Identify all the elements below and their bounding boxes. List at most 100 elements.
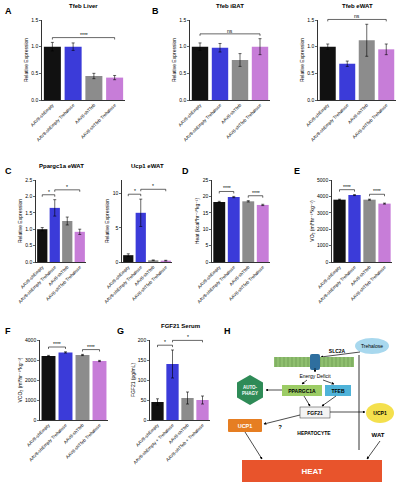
svg-text:AAV8-shTfeb Trehalose: AAV8-shTfeb Trehalose xyxy=(131,264,168,301)
svg-text:0.0: 0.0 xyxy=(31,97,38,103)
svg-text:0.0: 0.0 xyxy=(25,259,32,265)
svg-text:0: 0 xyxy=(33,417,36,423)
svg-text:Relative Expression: Relative Expression xyxy=(171,38,177,82)
svg-text:5000: 5000 xyxy=(317,177,328,183)
svg-text:10: 10 xyxy=(113,190,119,196)
svg-text:D: D xyxy=(182,166,189,176)
svg-text:1.5: 1.5 xyxy=(31,17,38,23)
svg-text:15: 15 xyxy=(203,210,209,216)
svg-text:3000: 3000 xyxy=(317,210,328,216)
svg-text:AAV8-shTfeb: AAV8-shTfeb xyxy=(347,102,370,125)
svg-text:0.5: 0.5 xyxy=(307,70,314,76)
svg-text:AAV8-shTfeb Trehalose: AAV8-shTfeb Trehalose xyxy=(80,102,117,139)
svg-text:0.0: 0.0 xyxy=(179,97,186,103)
svg-text:AAV8-shTfeb: AAV8-shTfeb xyxy=(168,422,191,445)
svg-text:FGF21 Serum: FGF21 Serum xyxy=(161,323,200,329)
svg-text:0.0: 0.0 xyxy=(307,97,314,103)
svg-text:AAV8-shEmpty Trehalose: AAV8-shEmpty Trehalose xyxy=(183,102,223,142)
svg-text:AAV8-shEmpty Trehalose: AAV8-shEmpty Trehalose xyxy=(36,102,76,142)
svg-text:****: **** xyxy=(87,344,95,350)
svg-text:PPARGC1A: PPARGC1A xyxy=(288,388,316,394)
svg-text:AAV8-shEmpty: AAV8-shEmpty xyxy=(317,264,342,289)
svg-text:10: 10 xyxy=(203,226,209,232)
svg-text:AAV8-shTfeb: AAV8-shTfeb xyxy=(350,264,373,287)
svg-text:200: 200 xyxy=(138,337,147,343)
svg-text:AAV8-shTfeb Trehalose: AAV8-shTfeb Trehalose xyxy=(65,422,102,459)
svg-text:AAV8-shEmpty: AAV8-shEmpty xyxy=(106,264,131,289)
svg-text:0: 0 xyxy=(205,259,208,265)
svg-text:AAV8-shEmpty: AAV8-shEmpty xyxy=(30,102,55,127)
svg-text:VCO₂ (ml*hr⁻¹*kg⁻¹): VCO₂ (ml*hr⁻¹*kg⁻¹) xyxy=(17,357,23,402)
svg-text:0: 0 xyxy=(325,259,328,265)
svg-text:0: 0 xyxy=(143,417,146,423)
svg-text:150: 150 xyxy=(138,357,147,363)
svg-text:Ucp1 eWAT: Ucp1 eWAT xyxy=(131,163,164,169)
svg-text:1000: 1000 xyxy=(317,242,328,248)
svg-text:Relative Expression: Relative Expression xyxy=(104,199,110,243)
svg-text:50: 50 xyxy=(141,397,147,403)
svg-text:AAV8-shTfeb: AAV8-shTfeb xyxy=(133,264,156,287)
svg-text:*: * xyxy=(187,334,189,340)
svg-text:5: 5 xyxy=(115,225,118,231)
svg-text:0.5: 0.5 xyxy=(25,242,32,248)
svg-text:AAV8-shEmpty Trehalose: AAV8-shEmpty Trehalose xyxy=(28,422,68,462)
svg-text:UCP1: UCP1 xyxy=(373,410,387,416)
svg-text:0: 0 xyxy=(115,259,118,265)
svg-text:AAV8-shEmpty: AAV8-shEmpty xyxy=(20,264,45,289)
svg-text:AAV8-shTfeb: AAV8-shTfeb xyxy=(74,102,97,125)
svg-text:AAV8-shTfeb: AAV8-shTfeb xyxy=(47,264,70,287)
svg-text:AAV8-shEmpty Trehalose: AAV8-shEmpty Trehalose xyxy=(17,264,57,304)
svg-text:?: ? xyxy=(278,424,282,430)
svg-text:C: C xyxy=(5,166,12,176)
svg-text:AAV8-shTfeb: AAV8-shTfeb xyxy=(228,264,251,287)
svg-text:FGF21: FGF21 xyxy=(307,410,323,416)
svg-text:2000: 2000 xyxy=(25,377,36,383)
svg-text:1.0: 1.0 xyxy=(25,226,32,232)
svg-text:SLC2A: SLC2A xyxy=(329,348,346,354)
svg-text:Tfeb iBAT: Tfeb iBAT xyxy=(216,3,244,9)
svg-text:AAV8-shEmpty Trehalose: AAV8-shEmpty Trehalose xyxy=(103,264,143,304)
svg-text:AAV8-shEmpty: AAV8-shEmpty xyxy=(26,422,51,447)
svg-text:*: * xyxy=(164,339,166,345)
svg-text:Relative Expression: Relative Expression xyxy=(299,38,305,82)
svg-text:****: **** xyxy=(252,190,260,196)
svg-text:20: 20 xyxy=(203,193,209,199)
svg-text:AAV8-shTfeb Trehalose: AAV8-shTfeb Trehalose xyxy=(225,102,262,139)
svg-text:Ppargc1a eWAT: Ppargc1a eWAT xyxy=(39,163,84,169)
svg-text:AAV8-shTfeb Trehalose: AAV8-shTfeb Trehalose xyxy=(45,264,82,301)
svg-text:AAV8-shEmpty: AAV8-shEmpty xyxy=(305,102,330,127)
svg-text:1.0: 1.0 xyxy=(179,43,186,49)
svg-text:E: E xyxy=(294,166,300,176)
svg-text:****: **** xyxy=(80,32,88,38)
svg-text:FGF21 (pg/mL): FGF21 (pg/mL) xyxy=(130,363,136,398)
svg-text:*: * xyxy=(66,184,68,190)
svg-text:B: B xyxy=(152,6,159,16)
svg-text:Energy Deficit: Energy Deficit xyxy=(299,373,331,379)
svg-text:AAV8-shEmpty Trehalose: AAV8-shEmpty Trehalose xyxy=(317,264,357,304)
svg-text:Heat (kcal*hr⁻¹*kg⁻¹): Heat (kcal*hr⁻¹*kg⁻¹) xyxy=(194,197,200,244)
svg-text:*: * xyxy=(134,188,136,194)
svg-text:2.5: 2.5 xyxy=(25,177,32,183)
svg-text:Relative Expression: Relative Expression xyxy=(17,199,23,243)
svg-text:0.5: 0.5 xyxy=(31,70,38,76)
svg-text:1.0: 1.0 xyxy=(31,43,38,49)
svg-text:100: 100 xyxy=(138,377,147,383)
svg-text:AAV8-shEmpty Trehalose: AAV8-shEmpty Trehalose xyxy=(196,264,236,304)
svg-text:UCP1: UCP1 xyxy=(238,423,253,429)
svg-text:****: **** xyxy=(53,341,61,347)
svg-text:PHAGY: PHAGY xyxy=(242,391,258,396)
svg-text:AAV8-shEmpty: AAV8-shEmpty xyxy=(197,264,222,289)
svg-text:G: G xyxy=(117,326,124,336)
svg-text:AAV8-shTfeb Trehalose: AAV8-shTfeb Trehalose xyxy=(351,102,388,139)
svg-text:1.5: 1.5 xyxy=(179,17,186,23)
svg-text:****: **** xyxy=(373,188,381,194)
svg-text:****: **** xyxy=(343,184,351,190)
svg-text:3000: 3000 xyxy=(25,357,36,363)
svg-text:Tfeb Liver: Tfeb Liver xyxy=(69,3,98,9)
svg-text:AAV8-shEmpty + Trehalose: AAV8-shEmpty + Trehalose xyxy=(132,422,175,465)
svg-text:VO₂ (ml*hr⁻¹*kg⁻¹): VO₂ (ml*hr⁻¹*kg⁻¹) xyxy=(309,200,315,242)
svg-text:Relative Expression: Relative Expression xyxy=(23,38,29,82)
svg-text:AUTO-: AUTO- xyxy=(243,385,258,390)
svg-text:4000: 4000 xyxy=(317,193,328,199)
svg-text:4000: 4000 xyxy=(25,337,36,343)
